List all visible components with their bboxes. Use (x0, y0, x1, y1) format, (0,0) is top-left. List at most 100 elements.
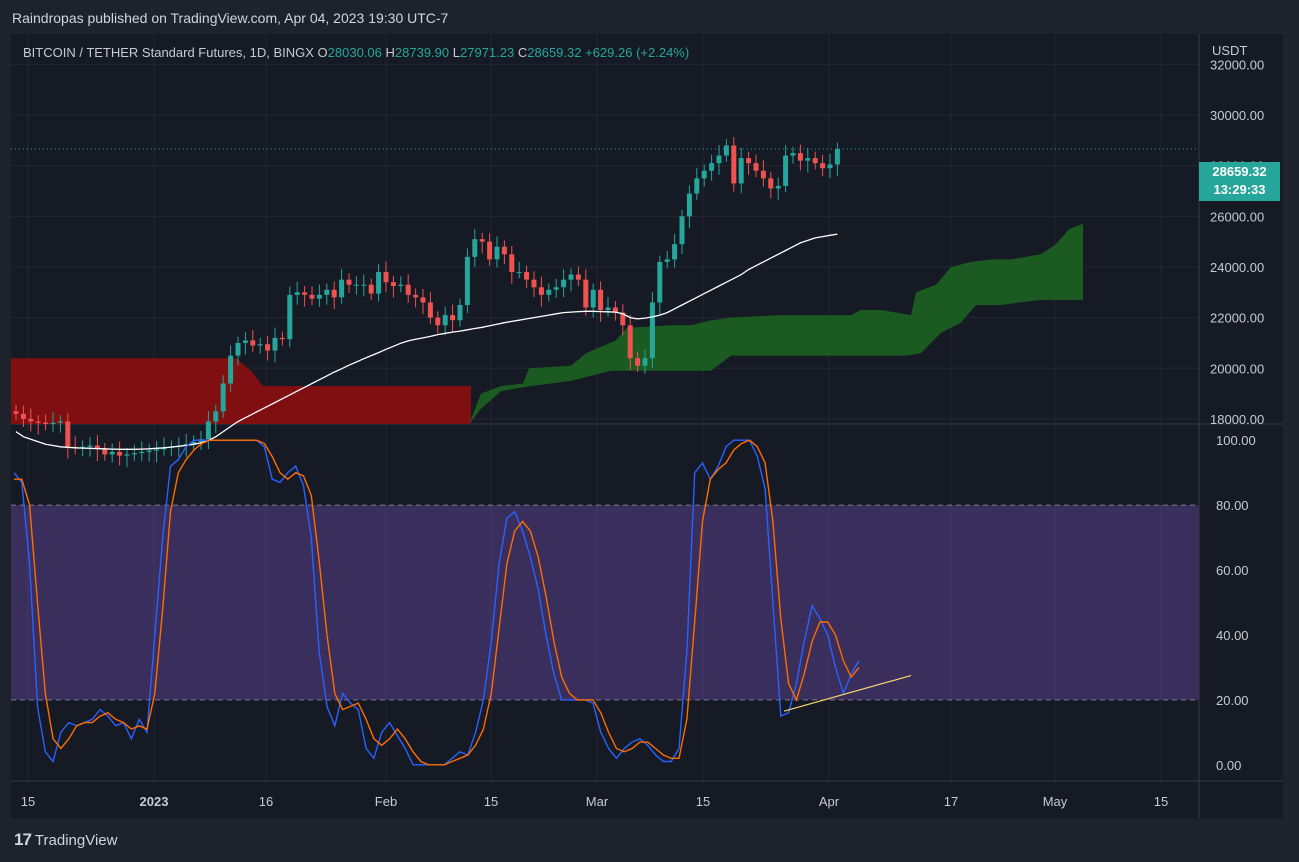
candle-body (146, 450, 152, 452)
candle-body (472, 239, 478, 257)
candle-body (561, 279, 567, 288)
candle (324, 283, 330, 305)
candle (487, 233, 493, 266)
candle-body (294, 292, 300, 295)
candle (383, 261, 389, 293)
candle-body (442, 315, 448, 326)
open-value: 28030.06 (327, 45, 382, 60)
candle (405, 274, 411, 303)
candle-body (760, 170, 766, 179)
ichimoku-cloud-bearish (11, 358, 471, 424)
candle (827, 154, 833, 179)
candle-body (642, 358, 648, 366)
candle-body (494, 246, 500, 260)
candle-body (635, 358, 641, 366)
tradingview-logo[interactable]: 17 TradingView (14, 830, 117, 850)
candle-body (57, 421, 63, 423)
candle (701, 164, 707, 187)
candle (834, 142, 840, 177)
low-label: L (452, 45, 460, 60)
candle (272, 327, 278, 363)
candle (605, 297, 611, 317)
candle (590, 283, 596, 318)
candle-body (13, 411, 19, 414)
candle-body (117, 451, 123, 456)
time-tick-label: 16 (259, 794, 273, 809)
candle-body (575, 274, 581, 280)
candle-body (457, 304, 463, 321)
candle-body (80, 446, 86, 449)
candle-body (302, 292, 308, 295)
candle-body (598, 289, 604, 311)
symbol-title: BITCOIN / TETHER Standard Futures, 1D, B… (23, 45, 314, 60)
candle (457, 298, 463, 327)
candle (117, 441, 123, 466)
candle-body (679, 216, 685, 245)
candle-body (346, 279, 352, 285)
candle-body (783, 155, 789, 186)
candle-body (413, 294, 419, 298)
high-label: H (385, 45, 395, 60)
candle (228, 345, 234, 392)
candle-body (65, 421, 71, 447)
candle (635, 351, 641, 373)
candle (568, 268, 574, 292)
candle (612, 301, 618, 321)
trendline (783, 674, 912, 712)
candle (575, 266, 581, 286)
candle-body (716, 155, 722, 164)
candle-body (316, 294, 322, 299)
candle (242, 332, 248, 355)
candle-body (154, 449, 160, 451)
candle (450, 304, 456, 332)
candle-body (257, 344, 263, 346)
last-price-badge: 28659.32 13:29:33 (1199, 162, 1280, 201)
candle (561, 269, 567, 298)
candle-body (501, 246, 507, 255)
candle-body (405, 284, 411, 295)
chart-frame[interactable]: 32000.0030000.0028000.0026000.0024000.00… (11, 34, 1283, 818)
candle (279, 331, 285, 346)
candle (139, 441, 145, 462)
candle (376, 263, 382, 302)
candle (13, 405, 19, 421)
candle-body (331, 289, 337, 298)
candle-body (820, 163, 826, 169)
candle (479, 232, 485, 254)
candle-body (102, 449, 108, 455)
candle-body (509, 254, 515, 273)
candle-body (376, 272, 382, 294)
candle-body (753, 163, 759, 171)
candle (709, 154, 715, 181)
candle (65, 413, 71, 459)
last-price: 28659.32 (1212, 164, 1267, 179)
candle-body (450, 315, 456, 321)
close-label: C (517, 45, 528, 60)
stoch-band (11, 505, 1199, 700)
candle-body (834, 148, 840, 165)
candle-body (339, 279, 345, 298)
candle (442, 306, 448, 336)
candle (191, 435, 197, 451)
candle (723, 139, 729, 162)
candle (87, 437, 93, 457)
candle-body (583, 279, 589, 308)
price-tick-label: 22000.00 (1210, 311, 1264, 326)
candle-body (94, 445, 100, 450)
chart-canvas[interactable]: 32000.0030000.0028000.0026000.0024000.00… (11, 34, 1283, 818)
candle-body (435, 317, 441, 326)
candle (250, 330, 256, 352)
price-tick-label: 30000.00 (1210, 108, 1264, 123)
candle (649, 292, 655, 369)
candle-body (368, 284, 374, 294)
candle (805, 147, 811, 173)
open-label: O (317, 45, 328, 60)
symbol-legend[interactable]: BITCOIN / TETHER Standard Futures, 1D, B… (23, 45, 689, 60)
candle (205, 411, 211, 450)
candle-body (361, 284, 367, 286)
candle-body (161, 448, 167, 450)
candle-body (398, 284, 404, 286)
candle (657, 255, 663, 315)
candle (213, 405, 219, 434)
candle (102, 442, 108, 461)
